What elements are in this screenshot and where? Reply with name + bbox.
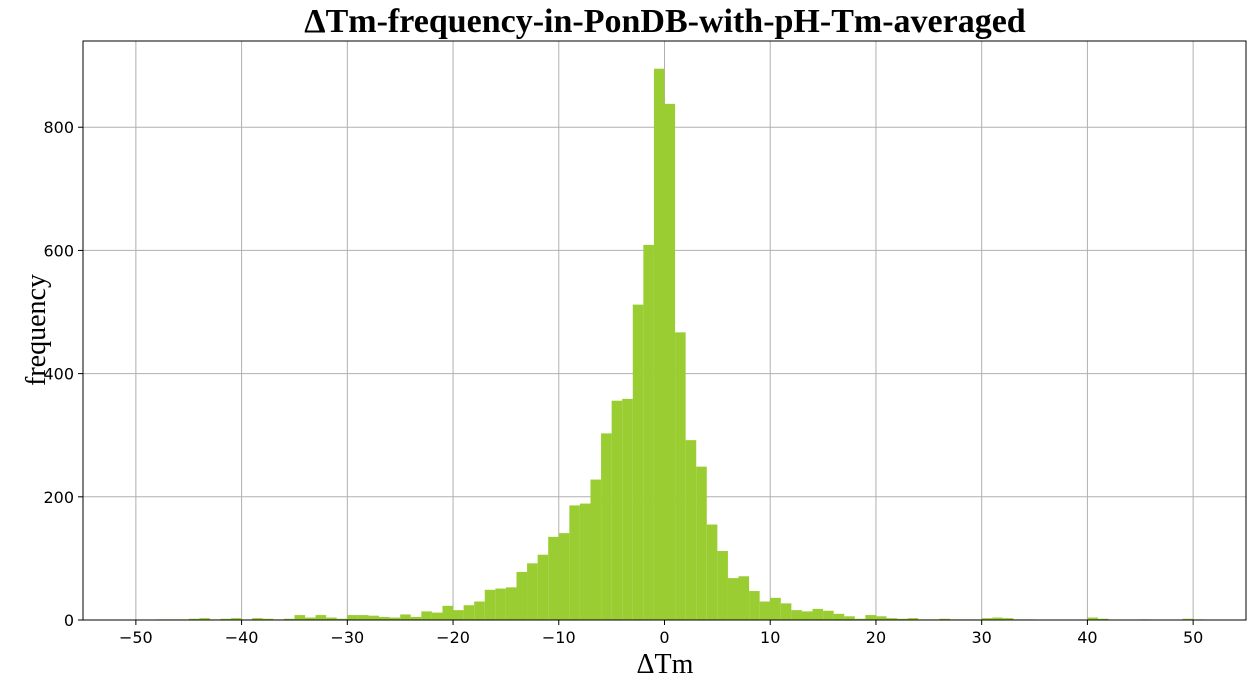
x-tick-label: −40 <box>225 628 259 647</box>
histogram-bar <box>1182 618 1194 620</box>
histogram-bar <box>199 618 210 620</box>
y-tick-label: 200 <box>43 488 74 507</box>
histogram-bar <box>685 440 697 620</box>
histogram-bar <box>992 617 1003 620</box>
y-axis-ticks: 0 200 400 600 800 <box>43 118 83 630</box>
histogram-bar <box>421 611 432 620</box>
histogram-bar <box>897 618 908 620</box>
y-tick-label: 0 <box>64 611 74 630</box>
histogram-bar <box>675 332 686 620</box>
histogram-bar <box>801 611 813 620</box>
histogram-bar <box>474 601 485 620</box>
histogram-bar <box>601 433 612 620</box>
histogram-bar <box>706 524 718 620</box>
histogram-bar <box>738 576 750 620</box>
histogram-bar <box>622 398 633 620</box>
histogram-bar <box>844 616 855 620</box>
histogram-bar <box>812 608 824 620</box>
histogram-bar <box>453 610 464 620</box>
y-tick-label: 800 <box>43 118 74 137</box>
histogram-bar <box>368 615 380 620</box>
histogram-bar <box>389 617 401 620</box>
histogram-bar <box>495 588 506 620</box>
y-tick-label: 400 <box>43 365 74 384</box>
x-tick-label: 50 <box>1183 628 1203 647</box>
histogram-bar <box>558 533 570 620</box>
histogram-bar <box>379 616 390 620</box>
histogram-bar <box>516 571 528 620</box>
histogram-bar <box>907 618 919 620</box>
histogram-bar <box>780 603 792 620</box>
histogram-bar <box>717 551 728 620</box>
histogram-bar <box>537 554 549 620</box>
histogram-bar <box>326 617 337 620</box>
histogram-bar <box>653 68 665 621</box>
histogram-bar <box>315 615 327 620</box>
histogram-bar <box>442 605 454 620</box>
x-tick-label: −10 <box>542 628 576 647</box>
histogram-bar <box>400 614 411 620</box>
histogram-bar <box>336 618 348 620</box>
chart-title: ΔTm-frequency-in-PonDB-with-pH-Tm-averag… <box>304 3 1025 40</box>
x-tick-label: 40 <box>1077 628 1097 647</box>
histogram-bar <box>431 612 443 620</box>
histogram-bar <box>505 587 517 620</box>
histogram-bar <box>939 618 950 620</box>
histogram-bar <box>188 618 200 620</box>
histogram-bar <box>252 618 263 620</box>
histogram-bar <box>590 479 602 620</box>
histogram-bar <box>886 618 898 620</box>
histogram-bar <box>770 597 781 620</box>
x-axis-label: ΔTm <box>637 649 694 680</box>
histogram-bar <box>347 615 358 620</box>
x-tick-label: 30 <box>972 628 992 647</box>
histogram-bar <box>865 615 876 620</box>
histogram-bar <box>579 503 591 620</box>
histogram-bar <box>463 605 475 620</box>
histogram-bar <box>854 618 866 620</box>
histogram-bar <box>664 103 676 621</box>
histogram-bar <box>484 589 496 620</box>
histogram-bar <box>875 616 887 620</box>
histogram-bar <box>548 536 559 620</box>
y-tick-label: 600 <box>43 241 74 260</box>
x-tick-label: 0 <box>659 628 669 647</box>
y-axis-label: frequency <box>21 274 52 386</box>
histogram-bar <box>632 304 644 620</box>
histogram-bar <box>981 618 993 620</box>
x-tick-label: −20 <box>436 628 470 647</box>
x-tick-label: 20 <box>866 628 886 647</box>
histogram-bar <box>294 615 306 620</box>
histogram-bar <box>305 617 316 620</box>
histogram-bar <box>220 618 232 620</box>
histogram-bar <box>1097 618 1109 620</box>
histogram-bar <box>696 466 707 620</box>
histogram-bar <box>1002 618 1014 620</box>
x-tick-label: 10 <box>760 628 780 647</box>
histogram-bar <box>231 618 242 620</box>
histogram-bar <box>749 591 760 620</box>
x-tick-label: −50 <box>119 628 153 647</box>
histogram-bar <box>410 616 422 620</box>
histogram-bar <box>791 610 802 620</box>
x-axis-ticks: −50 −40 −30 −20 −10 0 10 20 30 40 50 <box>119 620 1203 647</box>
histogram-bar <box>727 578 739 620</box>
histogram-bar <box>833 613 845 620</box>
histogram-bars <box>157 68 1204 621</box>
histogram-bar <box>283 618 295 620</box>
histogram-bar <box>759 601 771 620</box>
histogram-bar <box>262 618 274 620</box>
histogram-bar <box>569 505 580 620</box>
histogram-bar <box>823 610 834 620</box>
histogram-bar <box>357 615 369 620</box>
histogram-bar <box>527 563 538 620</box>
histogram-bar <box>611 400 623 620</box>
histogram-bar <box>1087 617 1098 620</box>
histogram-bar <box>643 244 654 621</box>
x-tick-label: −30 <box>330 628 364 647</box>
